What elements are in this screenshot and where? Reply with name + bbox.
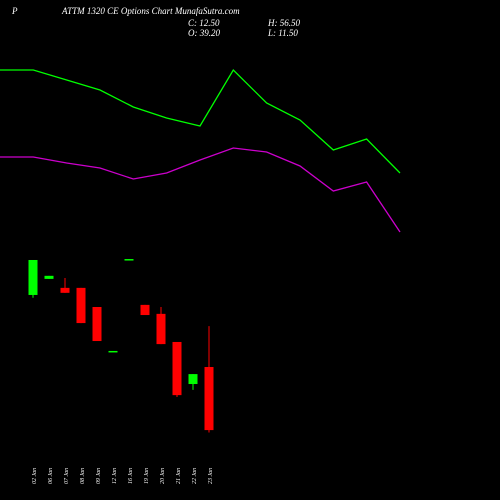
- x-tick-label: 02 Jan: [32, 468, 38, 484]
- x-tick-label: 09 Jan: [96, 468, 102, 484]
- ohlc-label: C: 12.50: [188, 18, 220, 28]
- x-tick-label: 06 Jan: [48, 468, 54, 484]
- candle-body: [172, 341, 182, 396]
- candle-body: [60, 287, 70, 293]
- x-tick-label: 23 Jan: [208, 468, 214, 484]
- candle-body: [44, 275, 54, 279]
- x-tick-label: 21 Jan: [176, 468, 182, 484]
- x-tick-label: 08 Jan: [80, 468, 86, 484]
- chart-title: ATTM 1320 CE Options Chart MunafaSutra.c…: [61, 6, 240, 16]
- x-tick-label: 20 Jan: [160, 468, 166, 484]
- line-series: [0, 147, 401, 233]
- ohlc-label: H: 56.50: [267, 18, 300, 28]
- ohlc-label: L: 11.50: [267, 28, 298, 38]
- candle-body: [188, 374, 198, 385]
- x-tick-label: 16 Jan: [128, 468, 134, 484]
- x-tick-label: 22 Jan: [192, 468, 198, 484]
- x-tick-label: 19 Jan: [144, 468, 150, 484]
- candle-body: [76, 287, 86, 324]
- ohlc-label: O: 39.20: [188, 28, 220, 38]
- symbol: P: [11, 6, 18, 16]
- candle-body: [28, 259, 38, 295]
- candle-body: [204, 367, 214, 431]
- candle-body: [140, 304, 150, 316]
- line-series: [0, 68, 401, 174]
- candle-body: [108, 350, 118, 353]
- candle-body: [124, 259, 134, 261]
- candle-body: [156, 313, 166, 345]
- x-tick-label: 07 Jan: [64, 468, 70, 484]
- candle-body: [92, 307, 102, 342]
- x-tick-label: 12 Jan: [112, 468, 118, 484]
